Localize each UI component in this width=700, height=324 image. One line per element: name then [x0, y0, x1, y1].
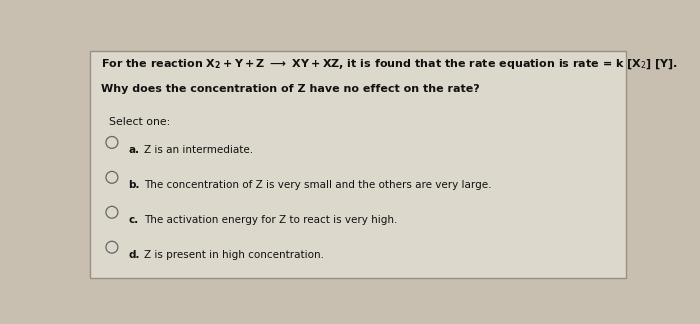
Text: a.: a. — [128, 145, 139, 155]
FancyBboxPatch shape — [90, 51, 626, 278]
Text: Z is present in high concentration.: Z is present in high concentration. — [144, 250, 325, 260]
Text: c.: c. — [128, 215, 139, 225]
Text: b.: b. — [128, 180, 140, 190]
Text: Z is an intermediate.: Z is an intermediate. — [144, 145, 253, 155]
Text: The activation energy for Z to react is very high.: The activation energy for Z to react is … — [144, 215, 398, 225]
Text: The concentration of Z is very small and the others are very large.: The concentration of Z is very small and… — [144, 180, 492, 190]
Text: Why does the concentration of Z have no effect on the rate?: Why does the concentration of Z have no … — [101, 84, 480, 94]
Text: Select one:: Select one: — [109, 118, 171, 127]
Text: For the reaction $\bf{X_2+Y+Z}$ $\bf{\longrightarrow}$ $\bf{XY+XZ}$, it is found: For the reaction $\bf{X_2+Y+Z}$ $\bf{\lo… — [101, 58, 678, 71]
Text: d.: d. — [128, 250, 140, 260]
